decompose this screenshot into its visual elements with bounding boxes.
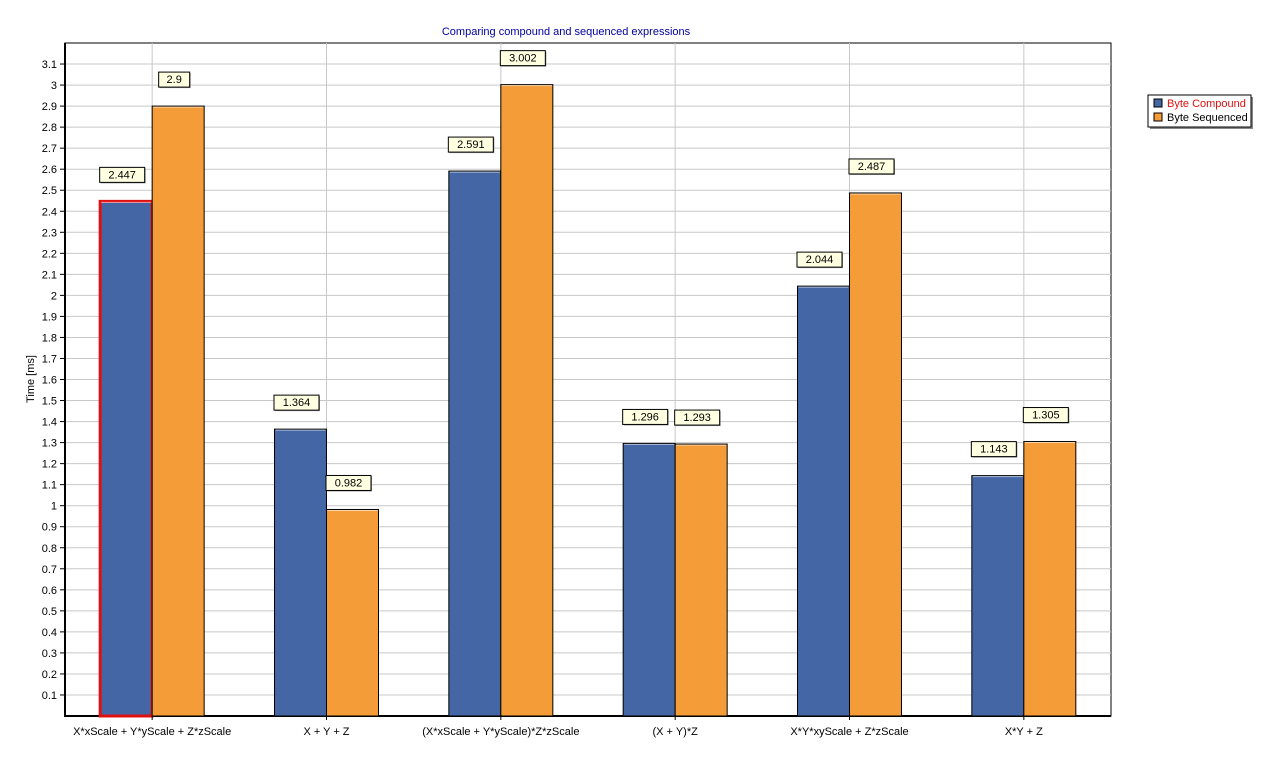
y-tick-label: 2.2 <box>42 248 57 260</box>
y-tick-label: 0.8 <box>42 543 57 555</box>
y-tick-label: 0.3 <box>42 648 57 660</box>
y-axis-label: Time [ms] <box>25 355 37 403</box>
y-tick-label: 2.8 <box>42 122 57 134</box>
y-tick-label: 0.5 <box>42 606 57 618</box>
x-tick-label: X*Y*xyScale + Z*zScale <box>790 726 908 738</box>
data-labels: 2.447 2.9 1.364 0.982 2.591 3.002 1.296 1.293 2.… <box>99 50 1070 492</box>
data-label: 2.591 <box>457 139 485 151</box>
data-label-box <box>158 71 191 88</box>
y-tick-label: 2.5 <box>42 185 57 197</box>
y-tick-label: 1.6 <box>42 375 57 387</box>
data-label: 1.305 <box>1032 410 1060 422</box>
x-tick-label: X*xScale + Y*yScale + Z*zScale <box>73 726 231 738</box>
x-tick-label: (X + Y)*Z <box>652 726 698 738</box>
legend-swatch <box>1153 98 1163 108</box>
y-tick-label: 3.1 <box>42 59 57 71</box>
data-label-box <box>1022 407 1069 424</box>
bar-compound <box>448 170 502 717</box>
data-label: 2.487 <box>858 161 886 173</box>
bar-sequenced <box>849 192 902 717</box>
y-tick-label: 1.1 <box>42 480 57 492</box>
y-tick-label: 2.3 <box>42 227 57 239</box>
legend-swatch <box>1153 112 1163 122</box>
y-tick-label: 2.4 <box>42 206 57 218</box>
y-tick-label: 0.4 <box>42 627 57 639</box>
x-tick-label: X + Y + Z <box>303 726 349 738</box>
data-label-box <box>970 441 1017 458</box>
data-label: 2.447 <box>108 169 136 181</box>
bar-compound <box>622 442 676 717</box>
y-tick-label: 3 <box>51 80 57 92</box>
y-tick-label: 1.8 <box>42 332 57 344</box>
y-tick-label: 0.6 <box>42 585 57 597</box>
y-axis-ticks: 0.1 0.2 0.3 0.4 0.5 0.6 0.7 0.8 0.9 1 1.1 1.2 1.3 1.4… <box>42 59 65 702</box>
data-label-box <box>499 50 546 67</box>
data-label-box <box>99 166 146 183</box>
y-tick-label: 1.4 <box>42 417 57 429</box>
bars <box>98 84 1077 718</box>
y-tick-label: 0.7 <box>42 564 57 576</box>
data-label-box <box>622 408 669 425</box>
data-label-box <box>796 251 843 268</box>
legend-entry: Byte Compound <box>1167 98 1246 110</box>
data-label: 2.9 <box>167 74 182 86</box>
grid <box>64 42 1112 717</box>
bar-compound <box>274 428 327 717</box>
data-label: 0.982 <box>335 477 363 489</box>
x-axis-ticks: X*xScale + Y*yScale + Z*zScale X + Y + Z (… <box>73 716 1043 738</box>
y-tick-label: 2.9 <box>42 101 57 113</box>
data-label: 1.364 <box>283 397 311 409</box>
y-tick-label: 1.2 <box>42 459 57 471</box>
bar-compound <box>98 199 154 718</box>
bar-compound <box>971 475 1025 717</box>
y-tick-label: 0.1 <box>42 690 57 702</box>
bar-sequenced <box>500 84 554 717</box>
legend-entry: Byte Sequenced <box>1167 112 1248 124</box>
y-tick-label: 2.1 <box>42 269 57 281</box>
data-label: 3.002 <box>509 53 537 65</box>
y-tick-label: 2.7 <box>42 143 57 155</box>
data-label: 1.293 <box>683 412 711 424</box>
bar-sequenced <box>151 105 205 717</box>
data-label-box <box>325 474 372 491</box>
bar-sequenced <box>1023 441 1077 717</box>
y-tick-label: 1.9 <box>42 311 57 323</box>
data-label: 1.296 <box>631 411 659 423</box>
legend-box <box>1147 94 1252 128</box>
data-label-box <box>447 136 494 153</box>
chart-title: Comparing compound and sequenced express… <box>442 26 691 38</box>
y-tick-label: 1.5 <box>42 396 57 408</box>
data-label-box <box>848 158 895 175</box>
y-tick-label: 0.9 <box>42 522 57 534</box>
bar-sequenced <box>674 443 728 717</box>
bar-sequenced <box>326 508 379 717</box>
y-tick-label: 1 <box>51 501 57 513</box>
x-tick-label: X*Y + Z <box>1005 726 1043 738</box>
data-label-box <box>273 394 320 411</box>
y-tick-label: 2.6 <box>42 164 57 176</box>
y-tick-label: 1.3 <box>42 438 57 450</box>
data-label: 1.143 <box>980 444 1008 456</box>
x-tick-label: (X*xScale + Y*yScale)*Z*zScale <box>422 726 579 738</box>
bar-compound <box>797 285 850 717</box>
legend: Byte Compound Byte Sequenced <box>1147 94 1253 129</box>
data-label: 2.044 <box>806 254 834 266</box>
y-tick-label: 0.2 <box>42 669 57 681</box>
y-tick-label: 1.7 <box>42 353 57 365</box>
y-tick-label: 2 <box>51 290 57 302</box>
data-label-box <box>674 409 721 426</box>
